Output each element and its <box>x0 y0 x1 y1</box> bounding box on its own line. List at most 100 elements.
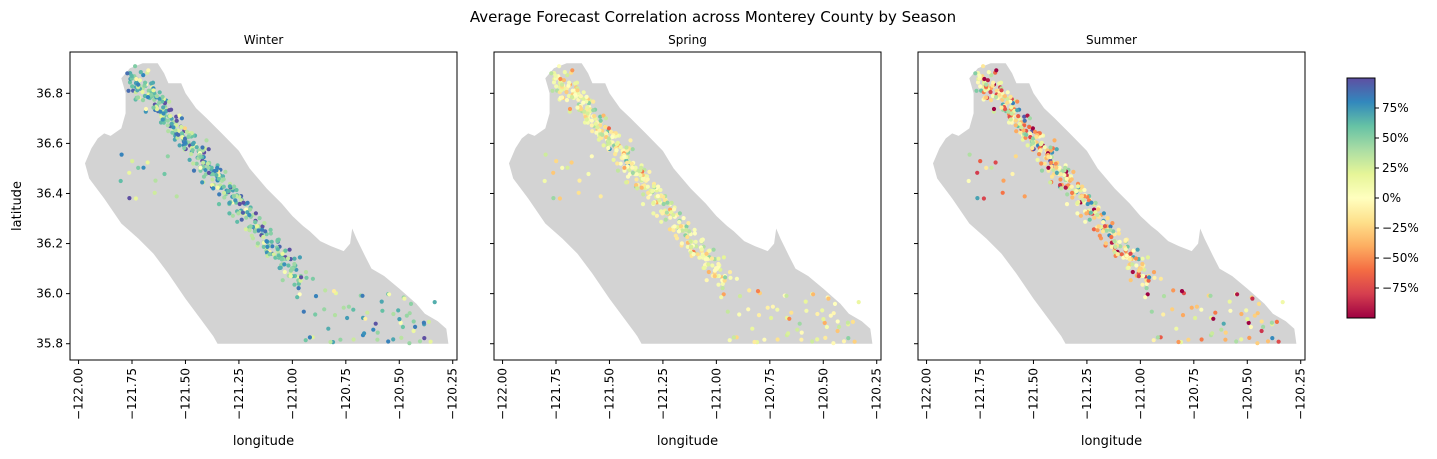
station-point <box>678 224 684 229</box>
station-point <box>1189 305 1194 310</box>
station-point <box>657 198 662 203</box>
station-point <box>577 178 582 183</box>
station-points <box>118 64 437 346</box>
station-point <box>322 307 327 312</box>
station-point <box>422 336 427 341</box>
station-point <box>985 78 991 83</box>
station-point <box>823 335 828 340</box>
station-point <box>603 131 609 136</box>
station-point <box>554 84 559 89</box>
station-point <box>695 252 700 257</box>
station-point <box>560 95 565 100</box>
station-point <box>127 196 132 201</box>
station-point <box>585 120 590 125</box>
station-point <box>411 328 416 334</box>
colorbar-tick-label: −75% <box>1382 281 1419 295</box>
station-point <box>295 295 300 300</box>
station-point <box>421 320 426 325</box>
station-point <box>845 320 851 325</box>
station-point <box>179 131 185 136</box>
station-point <box>402 296 407 301</box>
station-point <box>1054 147 1059 152</box>
station-point <box>797 321 802 326</box>
station-point <box>240 210 245 215</box>
station-point <box>130 159 135 164</box>
station-point <box>253 211 258 216</box>
station-point <box>1080 184 1085 189</box>
station-point <box>1130 269 1135 275</box>
station-point <box>1039 168 1045 173</box>
station-point <box>746 307 751 312</box>
station-point <box>770 304 776 309</box>
station-point <box>1256 301 1262 306</box>
station-point <box>257 216 262 221</box>
x-tick-label: −121.00 <box>285 368 299 420</box>
station-point <box>297 255 302 260</box>
station-point <box>1065 192 1070 197</box>
station-point <box>977 73 982 78</box>
station-point <box>232 184 237 189</box>
station-point <box>1128 278 1133 283</box>
station-point <box>254 224 260 229</box>
station-point <box>1024 132 1029 137</box>
station-point <box>799 337 804 342</box>
station-point <box>303 338 308 343</box>
station-point <box>1247 335 1252 340</box>
station-point <box>125 71 130 76</box>
station-point <box>706 269 711 275</box>
station-point <box>831 341 836 346</box>
station-point <box>231 194 236 199</box>
station-point <box>986 70 991 75</box>
station-point <box>614 142 620 147</box>
station-point <box>119 152 124 157</box>
station-point <box>722 278 727 283</box>
station-point <box>214 173 219 178</box>
station-point <box>656 184 661 189</box>
station-point <box>680 228 685 233</box>
station-point <box>151 105 156 110</box>
station-point <box>677 211 683 216</box>
station-point <box>1244 308 1249 313</box>
station-point <box>221 184 226 189</box>
station-point <box>1054 170 1059 175</box>
station-point <box>681 216 686 221</box>
station-point <box>215 165 220 170</box>
station-point <box>1005 90 1010 95</box>
station-point <box>428 339 433 344</box>
station-point <box>136 82 141 87</box>
station-point <box>569 95 575 100</box>
station-point <box>1161 312 1166 317</box>
colorbar-ticks: −75% −50% −25% 0% 25% 50% 75% <box>1375 101 1419 295</box>
y-tick-label: 36.6 <box>36 136 63 150</box>
station-point <box>1170 307 1175 312</box>
station-point <box>721 255 727 260</box>
station-point <box>341 305 346 310</box>
station-point <box>594 130 599 135</box>
station-point <box>1022 118 1027 123</box>
station-point <box>762 337 767 342</box>
station-point <box>984 82 989 87</box>
station-point <box>707 248 712 253</box>
x-tick-label: −120.75 <box>763 368 777 420</box>
station-point <box>966 178 971 184</box>
station-point <box>256 228 261 233</box>
station-point <box>688 239 693 244</box>
station-point <box>727 338 732 343</box>
station-point <box>1078 213 1083 218</box>
station-point <box>189 152 194 157</box>
station-point <box>371 327 376 332</box>
station-point <box>166 129 171 134</box>
station-point <box>852 339 857 344</box>
station-point <box>651 211 656 216</box>
colorbar-tick-label: −25% <box>1382 221 1419 235</box>
station-point <box>249 233 254 238</box>
station-point <box>703 257 708 262</box>
station-point <box>1008 117 1013 122</box>
station-point <box>332 313 338 318</box>
station-point <box>1128 251 1133 256</box>
station-point <box>1213 310 1218 315</box>
station-point <box>578 94 584 99</box>
station-point <box>161 120 166 125</box>
station-point <box>1143 295 1148 300</box>
